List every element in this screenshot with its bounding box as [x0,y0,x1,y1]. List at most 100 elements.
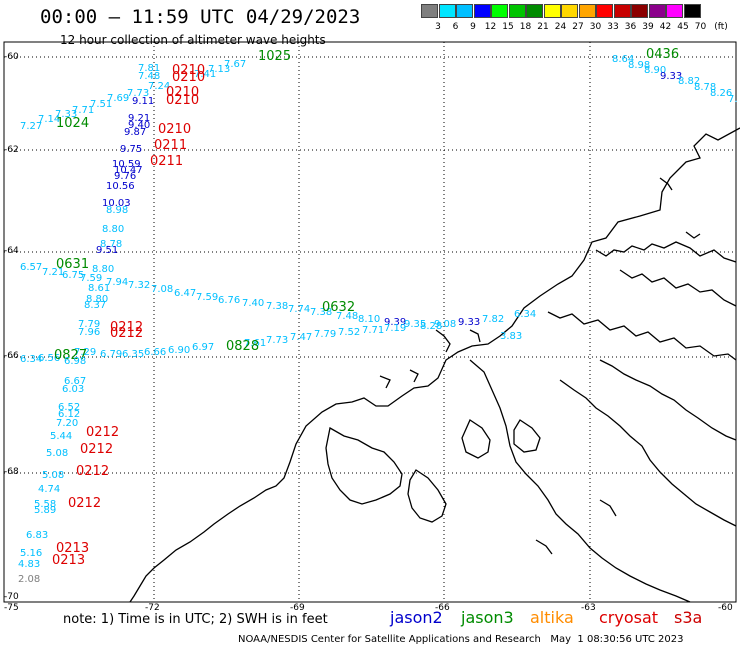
observation-time-label: 0211 [150,154,183,169]
wave-height-label: 9.51 [96,245,118,256]
map-frame [3,41,737,603]
observation-time-label: 0210 [166,93,199,108]
footnote: note: 1) Time is in UTC; 2) SWH is in fe… [63,612,328,627]
observation-time-label: 0632 [322,300,355,315]
scale-swatch [666,4,683,18]
wave-height-label: 7.59 [196,292,218,303]
wave-height-label: 6.35 [122,349,144,360]
wave-height-label: 7.52 [338,327,360,338]
wave-height-label: 5.44 [50,431,72,442]
wave-height-label: 5.08 [42,470,64,481]
wave-height-label: 9.39 [384,317,406,328]
wave-height-label: 7.40 [242,298,264,309]
wave-height-label: 6.76 [218,295,240,306]
credit-line: NOAA/NESDIS Center for Satellite Applica… [238,634,684,645]
satellite-label-jason3: jason3 [461,608,514,627]
wave-height-label: 10.47 [114,165,143,176]
scale-label: (ft) [714,22,728,32]
wave-height-label: 8.64 [612,54,634,65]
wave-height-label: 7. [728,94,738,105]
wave-height-label: 5.08 [46,448,68,459]
wave-height-label: 6.12 [58,409,80,420]
wave-height-label: 8.37 [84,300,106,311]
wave-height-label: 6.67 [64,376,86,387]
wave-height-label: 5.58 [34,499,56,510]
observation-time-label: 0212 [80,442,113,457]
observation-time-label: 0210 [158,122,191,137]
scale-swatch [648,4,666,18]
wave-height-label: 9.75 [120,144,142,155]
wave-height-label: 6.57 [20,262,42,273]
wave-height-label: 8.98 [628,60,650,71]
scale-label: 27 [572,22,584,32]
wave-height-label: 8.80 [86,294,108,305]
wave-height-label: 7.19 [384,323,406,334]
observation-time-label: 0631 [56,257,89,272]
wave-height-label: 6.66 [144,347,166,358]
scale-swatch [456,4,473,18]
satellite-label-s3a: s3a [674,608,703,627]
wave-height-label: 7.29 [74,347,96,358]
wave-height-label: 8.26 [710,88,732,99]
scale-label: 15 [502,22,514,32]
wave-height-label: 8.61 [88,283,110,294]
observation-time-label: 0213 [52,553,85,568]
wave-height-label: 8.78 [694,82,716,93]
observation-time-label: 0436 [646,47,679,62]
scale-swatch [421,4,438,18]
scale-swatch [613,4,631,18]
wave-height-label: 7.96 [78,327,100,338]
wave-height-label: 6.56 [38,353,60,364]
wave-height-label: 8.80 [92,264,114,275]
scale-label: 18 [519,22,532,32]
observation-time-label: 0210 [172,63,205,78]
satellite-label-jason2: jason2 [390,608,443,627]
wave-height-label: 7.38 [310,307,332,318]
wave-height-label: 9.21 [128,113,150,124]
coastline [129,127,740,603]
wave-height-label: 7.51 [90,99,112,110]
wave-height-label: 8.28 [420,321,442,332]
scale-swatch [508,4,526,18]
wave-height-label: 10.56 [106,181,135,192]
observation-time-label: 0211 [154,138,187,153]
scale-label: 36 [624,22,637,32]
wave-height-label: 8.90 [644,65,666,76]
satellite-label-cryosat: cryosat [599,608,659,627]
wave-height-label: 7.59 [80,273,102,284]
scale-label: 33 [607,22,619,32]
page-title: 00:00 – 11:59 UTC 04/29/2023 [40,6,361,28]
wave-height-label: 7.73 [266,335,288,346]
lon-label: -63 [581,603,596,613]
wave-height-label: 6.90 [168,345,190,356]
wave-height-label: 2.08 [18,574,40,585]
wave-height-label: 7.38 [266,301,288,312]
scale-label: 24 [554,22,567,32]
lon-label: -75 [4,603,19,613]
wave-height-label: 6.52 [58,402,80,413]
wave-height-label: 7.61 [244,338,266,349]
wave-height-label: 7.48 [138,71,160,82]
wave-height-label: 7.21 [42,267,64,278]
scale-label: 9 [470,22,476,32]
wave-height-label: 9.35 [404,319,426,330]
scale-label: 3 [435,22,441,32]
wave-height-label: 10.03 [102,198,131,209]
wave-height-label: 7.41 [194,69,216,80]
wave-height-label: 5.89 [34,505,56,516]
satellite-label-altika: altika [530,608,574,627]
wave-height-label: 7.71 [362,325,384,336]
wave-height-label: 6.79 [100,349,122,360]
wave-height-label: 7.14 [38,114,60,125]
scale-swatch [578,4,596,18]
wave-height-label: 9.08 [434,319,456,330]
scale-label: 12 [484,22,497,32]
observation-time-label: 1024 [56,116,89,131]
scale-label: 21 [537,22,549,32]
observation-time-label: 0210 [172,70,205,85]
wave-height-label: 7.71 [72,105,94,116]
scale-swatch [561,4,578,18]
wave-height-label: 6.03 [62,384,84,395]
wave-height-label: 6.47 [174,288,196,299]
